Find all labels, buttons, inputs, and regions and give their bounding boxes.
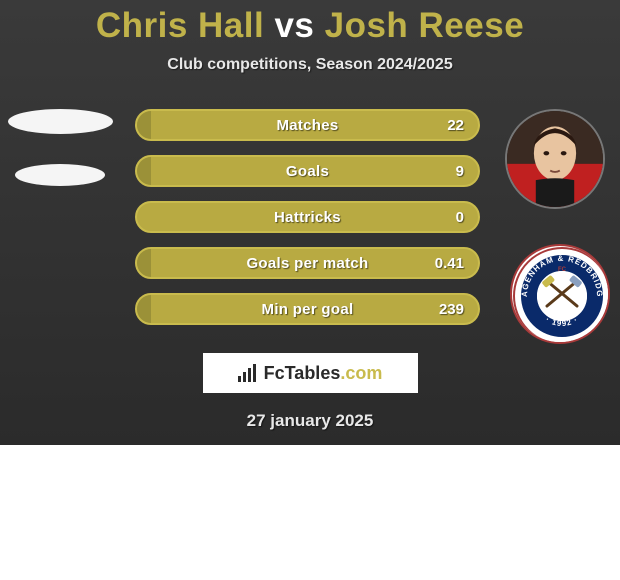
stat-bar-fill	[137, 157, 151, 185]
stat-bar-fill	[137, 249, 151, 277]
stat-label: Matches	[276, 117, 338, 134]
comparison-card: Chris Hall vs Josh Reese Club competitio…	[0, 0, 620, 431]
player1-club-placeholder	[15, 164, 105, 186]
stat-bar-fill	[137, 111, 151, 139]
club-crest-icon: DAGENHAM & REDBRIDGE · 1992 · FC	[512, 246, 610, 344]
logo-text: FcTables.com	[264, 363, 383, 384]
stat-label: Hattricks	[274, 209, 341, 226]
stat-value: 9	[456, 163, 464, 180]
player1-avatar-placeholder	[8, 109, 113, 134]
left-player-column	[5, 109, 115, 186]
content-wrap: Chris Hall vs Josh Reese Club competitio…	[0, 0, 620, 431]
stat-bar-min-per-goal: Min per goal 239	[135, 293, 480, 325]
logo-main: FcTables	[264, 363, 341, 383]
bar-chart-icon	[238, 364, 260, 382]
stat-value: 0	[456, 209, 464, 226]
vs-label: vs	[274, 6, 314, 45]
player1-name: Chris Hall	[96, 6, 264, 45]
player2-avatar	[505, 109, 605, 209]
stat-bar-matches: Matches 22	[135, 109, 480, 141]
stats-zone: Matches 22 Goals 9 Hattricks 0 Goals per…	[0, 109, 620, 339]
stat-bars: Matches 22 Goals 9 Hattricks 0 Goals per…	[135, 109, 480, 325]
player2-name: Josh Reese	[325, 6, 525, 45]
avatar-icon	[507, 111, 603, 207]
stat-value: 0.41	[435, 255, 464, 272]
snapshot-date: 27 january 2025	[0, 411, 620, 431]
stat-label: Goals	[286, 163, 329, 180]
source-logo[interactable]: FcTables.com	[203, 353, 418, 393]
stat-bar-goals: Goals 9	[135, 155, 480, 187]
right-player-column	[500, 109, 610, 209]
stat-label: Min per goal	[262, 301, 354, 318]
club-abbrev: FC	[558, 267, 567, 273]
stat-label: Goals per match	[246, 255, 368, 272]
stat-bar-fill	[137, 295, 151, 323]
subtitle: Club competitions, Season 2024/2025	[0, 56, 620, 74]
stat-bar-hattricks: Hattricks 0	[135, 201, 480, 233]
club-badge-icon: DAGENHAM & REDBRIDGE · 1992 · FC	[510, 244, 610, 344]
stat-bar-goals-per-match: Goals per match 0.41	[135, 247, 480, 279]
stat-value: 22	[447, 117, 464, 134]
stat-value: 239	[439, 301, 464, 318]
page-title: Chris Hall vs Josh Reese	[0, 0, 620, 46]
player2-club: DAGENHAM & REDBRIDGE · 1992 · FC	[510, 244, 610, 344]
logo-suffix: .com	[340, 363, 382, 383]
